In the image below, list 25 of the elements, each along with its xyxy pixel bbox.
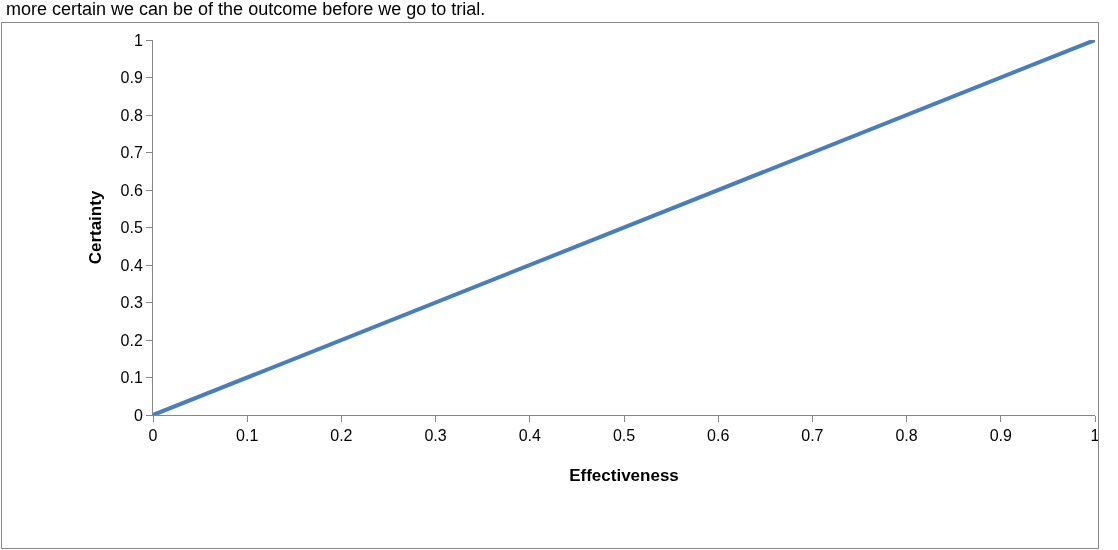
y-tick-label: 0.2 (120, 331, 143, 349)
x-tick-label: 0.7 (801, 427, 824, 445)
y-tick-label: 0.5 (120, 219, 143, 237)
y-tick-label: 0.8 (120, 106, 143, 124)
x-tick-label: 0.1 (236, 427, 259, 445)
x-tick-label: 0.5 (612, 427, 636, 445)
y-tick-label: 0.1 (120, 369, 143, 387)
y-tick-label: 0.4 (120, 256, 143, 274)
y-tick-label: 1 (133, 31, 143, 49)
x-tick-label: 0.8 (895, 427, 918, 445)
x-tick-label: 0.2 (330, 427, 353, 445)
x-tick-label: 0 (148, 427, 158, 445)
x-tick-label: 0.3 (424, 427, 447, 445)
y-tick-label: 0.7 (120, 144, 143, 162)
y-tick-label: 0.6 (120, 181, 143, 199)
x-tick-label: 0.4 (518, 427, 542, 445)
y-tick-label: 0 (133, 406, 143, 424)
y-axis-title: Certainty (86, 190, 106, 265)
x-tick-label: 0.6 (707, 427, 730, 445)
y-tick-label: 0.9 (120, 69, 143, 87)
x-axis-title: Effectiveness (569, 465, 679, 485)
text: more certain we can be of the outcome before we go to trial. (6, 0, 486, 19)
y-tick-label: 0.3 (120, 294, 143, 312)
x-tick-label: 1 (1090, 427, 1100, 445)
x-tick-label: 0.9 (989, 427, 1013, 445)
